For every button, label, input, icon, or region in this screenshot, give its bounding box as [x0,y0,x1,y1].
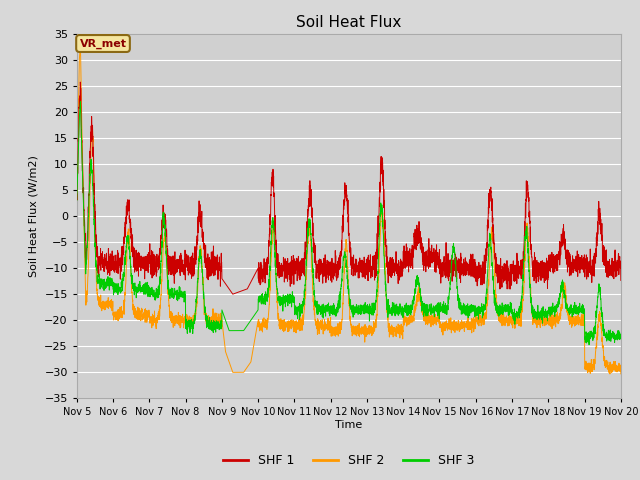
Y-axis label: Soil Heat Flux (W/m2): Soil Heat Flux (W/m2) [29,155,38,277]
Legend: SHF 1, SHF 2, SHF 3: SHF 1, SHF 2, SHF 3 [218,449,479,472]
X-axis label: Time: Time [335,420,362,430]
Text: VR_met: VR_met [79,38,127,48]
Title: Soil Heat Flux: Soil Heat Flux [296,15,401,30]
